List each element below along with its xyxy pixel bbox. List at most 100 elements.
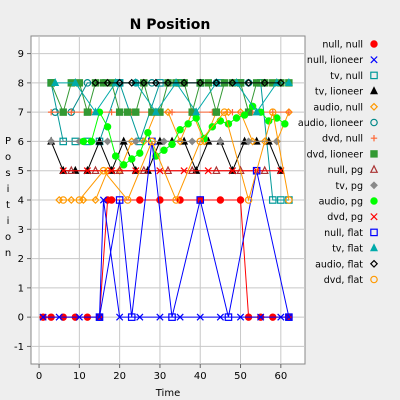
data-point	[136, 149, 144, 157]
data-point	[224, 108, 233, 117]
series-line	[59, 110, 290, 201]
legend-marker	[369, 243, 379, 252]
data-point	[59, 108, 67, 116]
data-point	[116, 313, 124, 321]
legend-label: dvd, pg	[327, 212, 363, 223]
data-point	[83, 108, 92, 116]
data-point	[268, 196, 277, 204]
y-axis-label-letter: o	[5, 152, 11, 163]
y-axis-label-letter: i	[7, 216, 10, 227]
tick-label-y: 2	[18, 254, 24, 265]
data-point	[136, 196, 144, 204]
data-point	[91, 195, 100, 205]
tick-label-x: 50	[234, 371, 247, 382]
data-point	[107, 196, 116, 204]
series-line	[63, 111, 290, 202]
data-point	[59, 196, 68, 204]
data-point	[216, 117, 225, 125]
data-point	[252, 107, 261, 116]
data-point	[168, 108, 176, 116]
data-point	[67, 195, 76, 205]
data-point	[163, 108, 173, 117]
data-point	[176, 137, 185, 146]
data-point	[124, 108, 132, 116]
legend-label: audio, pg	[319, 197, 363, 208]
legend-label: null, flat	[324, 228, 363, 239]
data-point	[236, 196, 245, 204]
data-point	[148, 137, 156, 146]
legend-marker	[370, 181, 378, 190]
legend-marker	[370, 197, 378, 205]
data-point	[184, 120, 192, 128]
legend-label: null, pg	[328, 165, 363, 176]
data-point	[51, 78, 60, 87]
data-point	[257, 313, 265, 321]
data-point	[277, 313, 285, 321]
data-point	[180, 167, 188, 175]
tick-label-y: 6	[18, 137, 24, 148]
data-point	[87, 137, 96, 146]
data-point	[68, 108, 75, 116]
legend-marker	[370, 56, 378, 64]
data-point	[95, 313, 104, 321]
series-null-lioneer	[39, 196, 293, 321]
data-point	[196, 137, 205, 146]
data-point	[79, 195, 88, 205]
series-line	[99, 141, 290, 318]
legend-label: tv, flat	[332, 244, 363, 255]
data-point	[83, 79, 92, 87]
legend-marker	[369, 259, 379, 268]
data-point	[160, 146, 168, 154]
data-point	[276, 78, 285, 87]
data-point	[285, 313, 293, 321]
tick-label-y: 0	[18, 313, 24, 324]
data-point	[228, 78, 237, 87]
data-point	[91, 78, 100, 87]
data-point	[75, 313, 83, 321]
legend-label: audio, flat	[315, 259, 363, 270]
data-point	[252, 166, 261, 175]
data-point	[47, 108, 55, 116]
data-point	[212, 108, 221, 116]
data-point	[107, 167, 116, 175]
data-point	[224, 313, 233, 321]
data-point	[216, 137, 225, 146]
tick-label-y: 3	[18, 225, 24, 236]
data-point	[168, 140, 176, 149]
legend-label: dvd, lioneer	[307, 149, 364, 160]
data-point	[236, 313, 245, 321]
tick-label-y: -1	[14, 342, 24, 353]
tick-label-x: 30	[154, 371, 167, 382]
data-point	[127, 78, 136, 87]
data-point	[119, 161, 128, 169]
legend-label: null, null	[322, 40, 363, 51]
data-point	[139, 137, 148, 146]
data-point	[156, 167, 164, 175]
x-axis-label: Time	[155, 388, 180, 399]
data-point	[244, 137, 253, 146]
legend-marker	[369, 86, 379, 95]
data-point	[176, 313, 184, 321]
legend: null, null null, lioneer tv, null tv, lione…	[298, 40, 379, 286]
data-point	[277, 196, 285, 204]
series-dvd-pg	[59, 167, 285, 175]
data-point	[75, 196, 84, 204]
data-point	[163, 78, 173, 87]
data-point	[188, 137, 197, 146]
legend-label: tv, lioneer	[315, 87, 363, 98]
data-point	[204, 167, 212, 175]
legend-marker	[370, 71, 378, 80]
data-point	[268, 108, 277, 116]
data-point	[59, 167, 67, 175]
legend-marker	[369, 164, 379, 173]
data-point	[71, 78, 80, 87]
data-point	[123, 196, 132, 204]
data-point	[115, 196, 124, 204]
data-point	[220, 108, 229, 116]
data-point	[212, 78, 221, 87]
data-point	[216, 313, 225, 321]
data-point	[236, 108, 245, 117]
legend-marker	[370, 275, 378, 284]
y-axis-label-letter: i	[7, 184, 10, 195]
series-audio-flat	[91, 78, 285, 87]
